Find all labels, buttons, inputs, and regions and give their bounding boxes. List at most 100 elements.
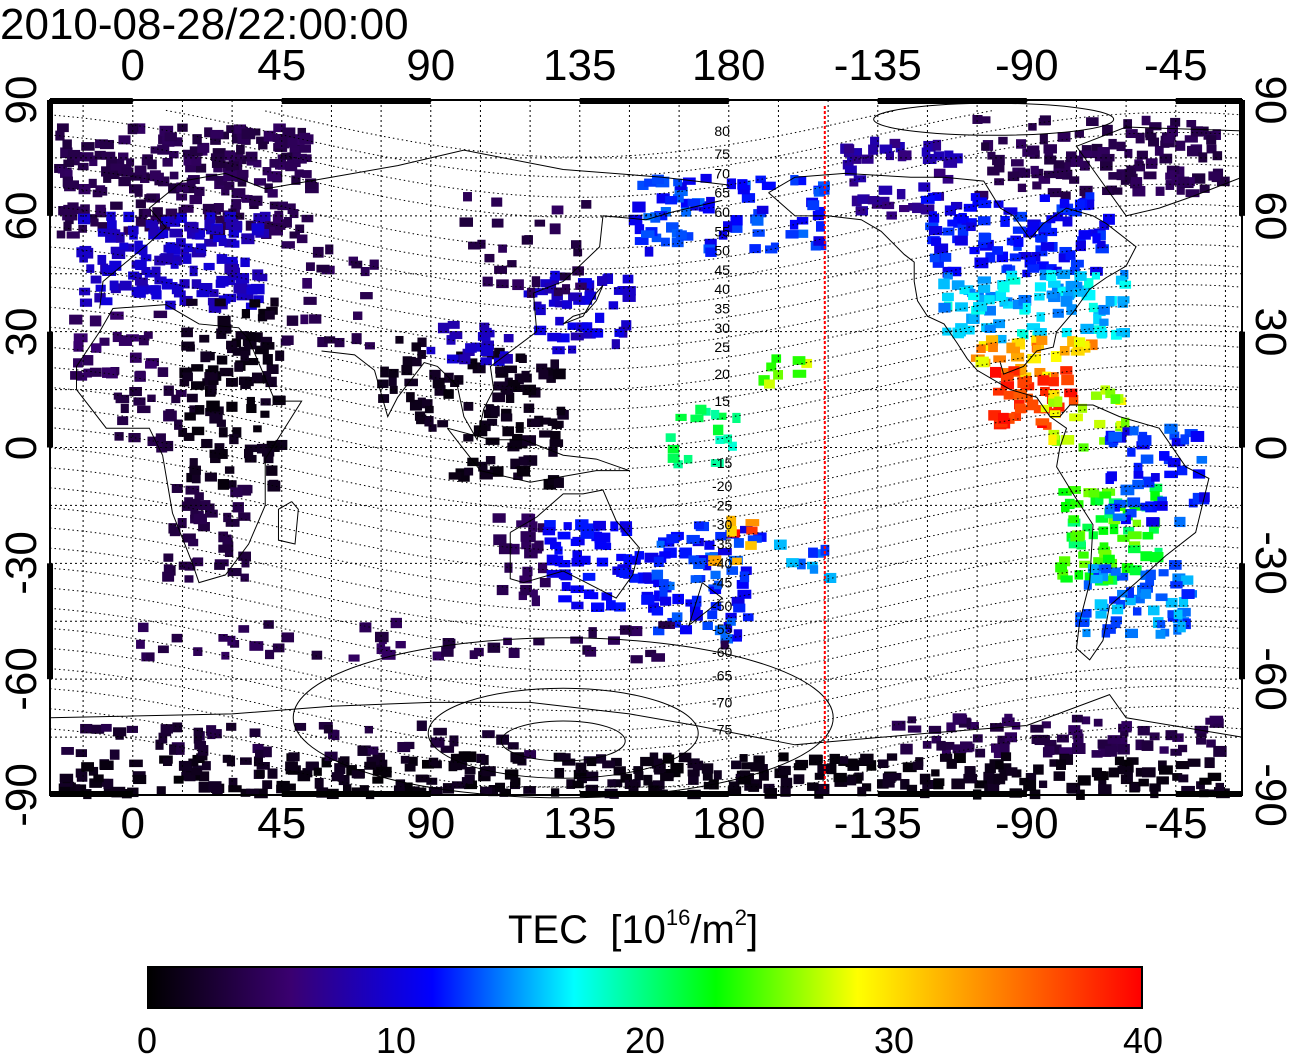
tec-cell (1092, 233, 1101, 244)
tec-cell (189, 405, 200, 413)
tec-cell (1027, 353, 1041, 364)
tec-cell (907, 716, 917, 724)
tec-cell (602, 760, 616, 769)
tec-cell (550, 270, 560, 281)
x-tick-label: -90 (994, 799, 1059, 848)
tec-cell (687, 198, 701, 207)
tec-cell (556, 406, 566, 416)
tec-cell (970, 193, 980, 201)
tec-cell (557, 753, 571, 761)
tec-cell (237, 484, 252, 496)
tec-cell (1110, 394, 1121, 404)
tec-cell (510, 752, 525, 763)
tec-cell (1053, 402, 1065, 412)
tec-cell (733, 629, 743, 639)
tec-cell (975, 356, 989, 368)
tec-cell (451, 781, 466, 789)
tec-cell (985, 335, 999, 346)
tec-cell (154, 255, 166, 266)
tec-cell (1085, 339, 1098, 351)
tec-cell (1089, 574, 1103, 584)
tec-cell (773, 539, 787, 550)
tec-cell (430, 737, 445, 748)
tec-cell (690, 414, 704, 423)
frame-band (281, 98, 431, 104)
tec-cell (63, 221, 72, 231)
tec-cell (246, 404, 257, 414)
tec-cell (1170, 117, 1181, 127)
tec-cell (110, 246, 120, 255)
tec-cell (196, 753, 208, 761)
tec-cell (217, 479, 230, 490)
tec-cell (185, 165, 198, 173)
tec-cell (109, 260, 122, 271)
tec-cell (184, 412, 196, 421)
tec-cell (1049, 410, 1061, 419)
tec-cell (675, 230, 687, 240)
tec-cell (660, 772, 674, 782)
tec-cell (156, 786, 166, 795)
tec-cell (223, 512, 232, 523)
tec-cell (295, 224, 305, 233)
tec-cell (974, 780, 988, 789)
tec-cell (239, 376, 250, 385)
tec-cell (437, 420, 449, 428)
tec-cell (1026, 399, 1039, 411)
tec-cell (296, 234, 308, 244)
tec-cell (1180, 434, 1190, 445)
tec-cell (110, 201, 123, 210)
tec-cell (269, 226, 283, 236)
tec-cell (212, 786, 223, 796)
frame-band (877, 98, 1027, 104)
tec-cell (232, 427, 242, 438)
tec-cell (301, 214, 314, 223)
tec-cell (253, 213, 266, 223)
tec-cell (534, 540, 544, 552)
tec-cell (591, 531, 603, 542)
tec-cell (942, 227, 955, 236)
tec-cell (1012, 226, 1027, 234)
tec-cell (939, 753, 953, 762)
tec-cell (127, 225, 139, 235)
tec-cell (1033, 328, 1047, 337)
tec-cell (512, 279, 524, 291)
tec-cell (815, 206, 826, 217)
tec-cell (1074, 570, 1084, 580)
tec-cell (1079, 560, 1090, 568)
tec-cell (495, 366, 506, 374)
tec-cell (464, 467, 474, 476)
tec-cell (404, 378, 418, 387)
tec-cell (1073, 733, 1084, 744)
tec-cell (218, 449, 228, 459)
colorbar-tick-label: 20 (624, 1020, 666, 1061)
tec-cell (1082, 608, 1092, 618)
tec-cell (1030, 724, 1044, 733)
tec-cell (730, 215, 743, 226)
tec-cell (169, 171, 179, 180)
tec-cell (1022, 302, 1031, 314)
tec-cell (954, 214, 967, 224)
tec-cell (236, 144, 245, 155)
tec-cell (567, 322, 577, 330)
tec-cell (573, 769, 588, 780)
tec-cell (674, 186, 688, 197)
tec-cell (575, 282, 587, 290)
tec-cell (235, 169, 249, 178)
tec-cell (1099, 220, 1110, 230)
tec-cell (529, 589, 538, 598)
tec-cell (1158, 569, 1169, 577)
tec-cell (1054, 396, 1063, 407)
tec-cell (547, 332, 562, 342)
tec-cell (1199, 184, 1210, 193)
tec-cell (1011, 411, 1022, 421)
tec-cell (97, 222, 110, 232)
tec-cell (334, 763, 346, 774)
coastline (688, 582, 723, 627)
tec-cell (118, 176, 131, 187)
tec-cell (1187, 758, 1201, 767)
tec-cell (521, 513, 534, 522)
tec-cell (1039, 269, 1052, 281)
tec-cell (228, 777, 238, 788)
tec-cell (63, 204, 76, 216)
tec-cell (275, 219, 286, 230)
